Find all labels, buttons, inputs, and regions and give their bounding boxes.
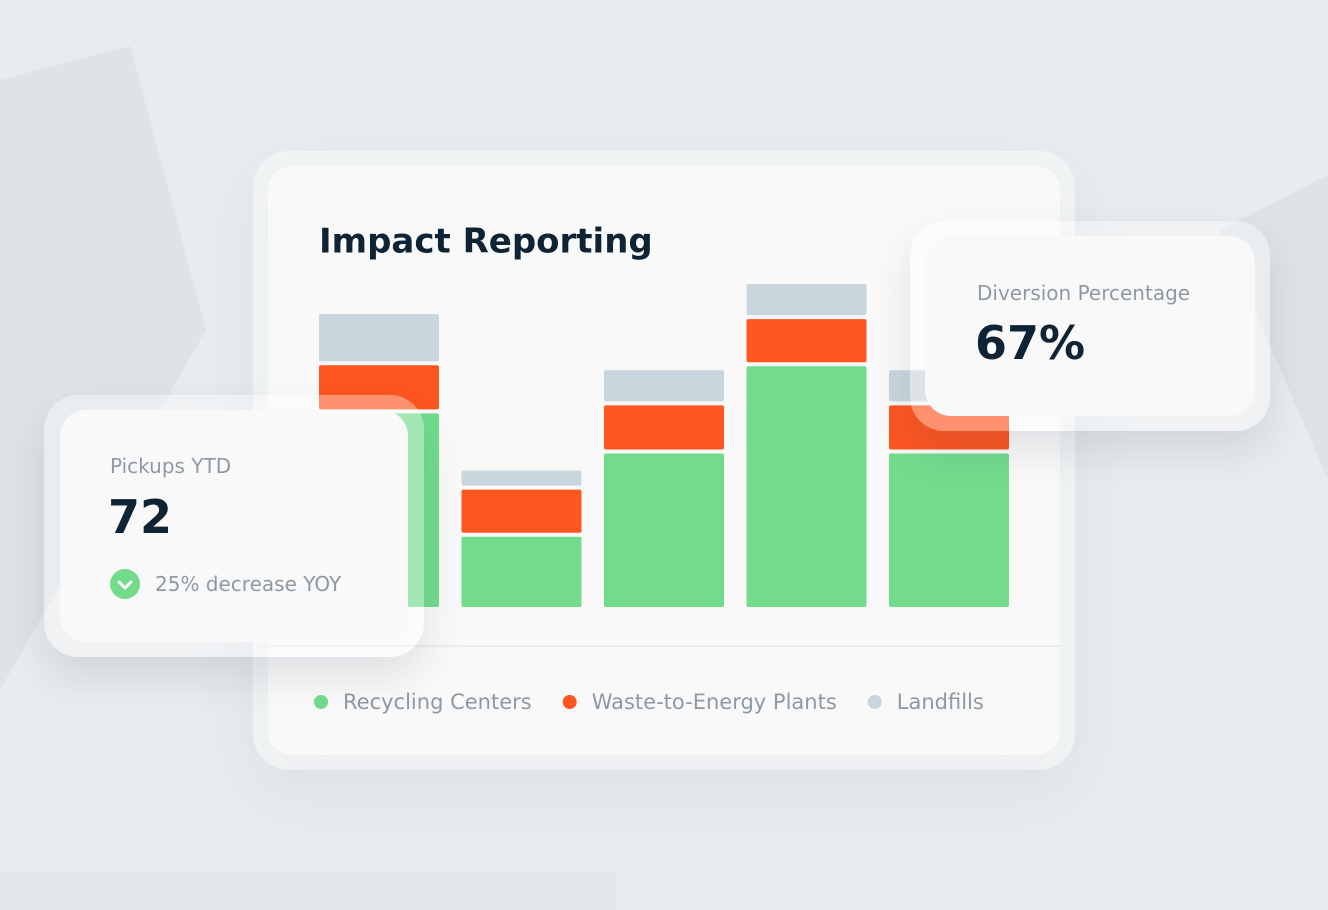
bar-segment: [604, 370, 724, 402]
bar-segment: [746, 366, 867, 607]
bar-segment: [889, 405, 1009, 450]
legend-label: Recycling Centers: [343, 690, 532, 714]
bg-shape: [0, 46, 206, 690]
legend-label: Landfills: [897, 690, 984, 714]
bar-segment: [319, 365, 439, 410]
bar-segment: [746, 319, 867, 363]
check-icon: [110, 569, 140, 599]
bar-segment: [461, 470, 582, 486]
bar-segment: [889, 453, 1009, 607]
diversion-card: Diversion Percentage 67%: [925, 236, 1255, 416]
bg-shape: [0, 872, 616, 910]
bar-segment: [604, 453, 724, 607]
card-value: 72: [108, 490, 173, 544]
card-label: Diversion Percentage: [977, 281, 1191, 305]
bar-segment: [604, 405, 724, 450]
card-change: 25% decrease YOY: [155, 572, 342, 596]
bar-segment: [461, 489, 582, 533]
card-value: 67%: [975, 316, 1086, 370]
bar-segment: [461, 536, 582, 607]
legend-dot: [867, 695, 882, 709]
bar-segment: [319, 314, 439, 362]
legend-dot: [314, 695, 328, 709]
card-label: Pickups YTD: [110, 454, 232, 478]
legend-label: Waste-to-Energy Plants: [592, 690, 837, 714]
bar-segment: [746, 284, 867, 316]
pickups-card: Pickups YTD 72 25% decrease YOY: [60, 410, 408, 642]
legend-dot: [562, 695, 577, 709]
chart-title: Impact Reporting: [319, 222, 653, 262]
